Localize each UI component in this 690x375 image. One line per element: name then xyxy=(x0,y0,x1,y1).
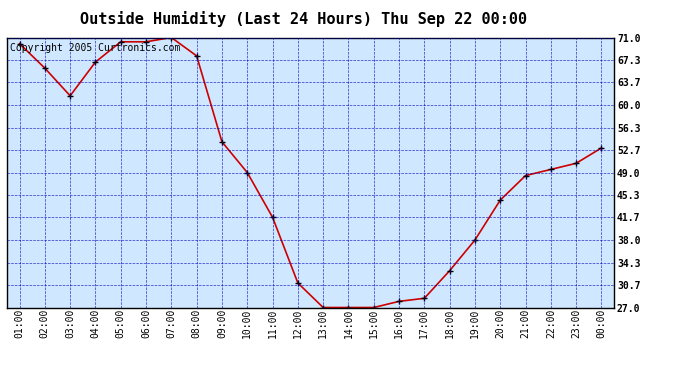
Text: Outside Humidity (Last 24 Hours) Thu Sep 22 00:00: Outside Humidity (Last 24 Hours) Thu Sep… xyxy=(80,11,527,27)
Text: Copyright 2005 Curtronics.com: Copyright 2005 Curtronics.com xyxy=(10,43,180,53)
